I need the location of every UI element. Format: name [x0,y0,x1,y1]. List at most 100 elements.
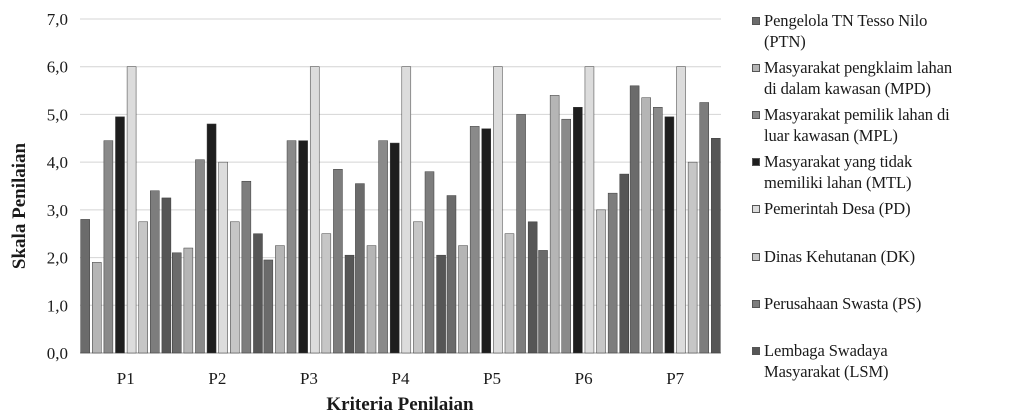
y-tick-label: 5,0 [47,105,68,124]
y-tick-label: 1,0 [47,296,68,315]
bar [355,183,365,354]
y-tick-label: 6,0 [47,58,68,77]
legend-swatch [752,158,760,166]
legend-item: Dinas Kehutanan (DK) [752,246,1022,267]
bar [230,221,240,354]
bar [469,126,480,354]
bar [333,169,343,354]
legend-label-line: luar kawasan (MPL) [764,126,898,145]
bar [241,180,252,354]
bar [253,233,263,354]
x-tick-label: P3 [300,369,318,388]
x-tick-label: P1 [117,369,135,388]
legend-item: Perusahaan Swasta (PS) [752,293,1022,314]
y-tick-labels: 0,0 1,0 2,0 3,0 4,0 5,0 6,0 7,0 [47,10,68,363]
y-axis-label: Skala Penilaian [9,142,30,269]
bar [115,116,125,354]
bar [676,66,686,354]
bar [263,259,274,354]
legend-item: Masyarakat pengklaim lahan di dalam kawas… [752,57,1022,99]
legend-item: Masyarakat pemilik lahan di luar kawasan … [752,104,1022,146]
bar [629,85,640,354]
legend-label: Masyarakat pengklaim lahan di dalam kawas… [764,57,952,99]
legend-label-line: Pengelola TN Tesso Nilo [764,11,928,30]
legend-label-line: Masyarakat (LSM) [764,362,889,381]
bar [619,173,629,354]
legend-item: Lembaga Swadaya Masyarakat (LSM) [752,340,1022,382]
bar [653,107,663,354]
legend-label-line: Masyarakat yang tidak [764,152,913,171]
bar [664,116,675,354]
legend-label-line: Masyarakat pengklaim lahan [764,58,952,77]
bar [493,66,503,354]
x-tick-labels: P1 P2 P3 P4 P5 P6 P7 [117,369,685,388]
bar [516,114,526,354]
legend-label-line: di dalam kawasan (MPD) [764,79,931,98]
bar [424,171,435,354]
legend-swatch [752,347,760,355]
x-tick-label: P2 [208,369,226,388]
bar [172,252,182,354]
bar [103,140,114,354]
bar [561,118,571,354]
x-axis-label: Kriteria Penilaian [326,394,474,415]
y-tick-label: 0,0 [47,344,68,363]
legend-swatch [752,111,760,119]
legend-label-line: (PTN) [764,32,806,51]
bar [206,123,217,354]
legend-label-line: memiliki lahan (MTL) [764,173,912,192]
bar [183,247,194,354]
bar [504,233,515,354]
bar [126,66,137,354]
bar [584,66,595,354]
bar-chart: 0,01,02,03,04,05,06,07,0 P1 P2 P3 P4 P5 P6 P7 … [9,10,721,415]
bar [538,250,548,354]
bar [549,95,560,354]
bar [573,107,583,354]
bar [378,140,388,354]
legend-swatch [752,205,760,213]
legend-label: Masyarakat pemilik lahan di luar kawasan … [764,104,950,146]
bar [275,245,285,354]
bar [92,262,102,354]
legend-label: Pemerintah Desa (PD) [764,198,911,219]
bar [481,128,492,354]
y-tick-label: 4,0 [47,153,68,172]
bar [309,66,320,354]
bar [446,195,457,354]
x-tick-label: P5 [483,369,501,388]
y-tick-label: 3,0 [47,201,68,220]
legend-label-line: Dinas Kehutanan (DK) [764,247,916,266]
legend-label-line: Masyarakat pemilik lahan di [764,105,950,124]
bars [80,66,721,354]
legend-item: Pengelola TN Tesso Nilo (PTN) [752,10,1022,52]
legend-swatch [752,17,760,25]
bar [596,209,606,354]
legend-label-line: Lembaga Swadaya [764,341,888,360]
bar [218,161,228,354]
bar [150,190,160,354]
legend-item: Masyarakat yang tidak memiliki lahan (MTL… [752,151,1022,193]
bar [607,192,618,354]
bar [687,161,698,354]
bar [527,221,538,354]
bar [298,140,308,354]
bar [389,142,400,354]
bar [641,97,651,354]
legend-label-line: Pemerintah Desa (PD) [764,199,911,218]
legend-swatch [752,300,760,308]
legend-label: Masyarakat yang tidak memiliki lahan (MTL… [764,151,912,193]
y-tick-label: 2,0 [47,249,68,268]
legend-item: Pemerintah Desa (PD) [752,198,1022,219]
legend-label-line: Perusahaan Swasta (PS) [764,294,922,313]
legend-label: Lembaga Swadaya Masyarakat (LSM) [764,340,889,382]
bar [699,102,709,354]
bar [321,233,332,354]
legend-label: Perusahaan Swasta (PS) [764,293,921,314]
bar [401,66,412,354]
bar [80,219,90,354]
legend-label: Pengelola TN Tesso Nilo (PTN) [764,10,927,52]
y-tick-label: 7,0 [47,10,68,29]
bar [711,138,721,354]
bar [161,197,172,354]
